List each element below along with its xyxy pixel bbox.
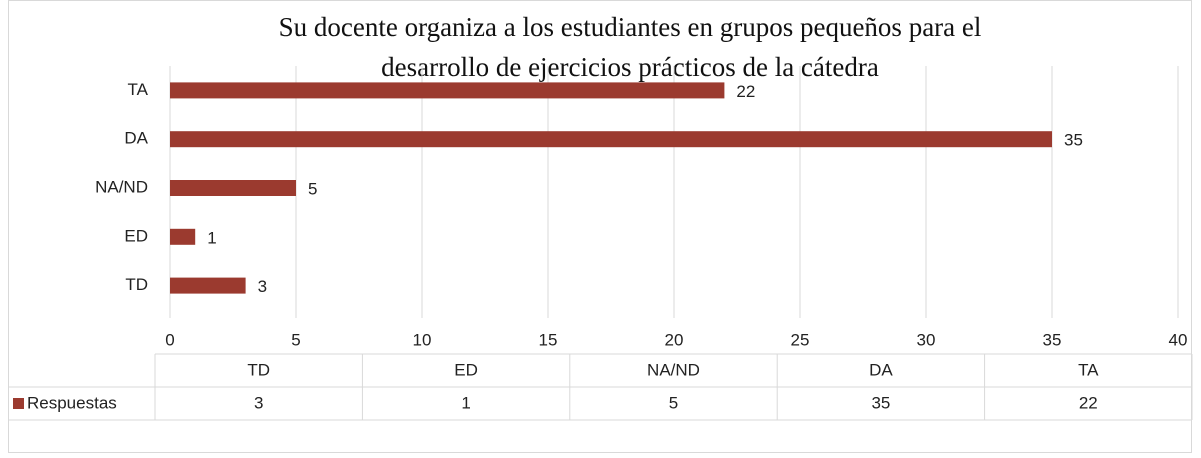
x-tick-label: 25 [791, 330, 810, 349]
y-tick-label: NA/ND [95, 177, 148, 196]
table-header: DA [869, 360, 893, 379]
table-value: 22 [1079, 393, 1098, 412]
table-value: 35 [871, 393, 890, 412]
table-value: 3 [254, 393, 263, 412]
x-tick-label: 5 [291, 330, 300, 349]
table-header: TD [247, 360, 270, 379]
x-tick-label: 10 [413, 330, 432, 349]
data-label: 22 [736, 82, 755, 101]
y-tick-label: TD [125, 275, 148, 294]
table-header: TA [1078, 360, 1099, 379]
table-header: NA/ND [647, 360, 700, 379]
data-label: 1 [207, 228, 216, 247]
bar [170, 277, 246, 294]
chart-title: desarrollo de ejercicios prácticos de la… [381, 52, 879, 82]
y-tick-label: DA [124, 129, 148, 148]
table-value: 5 [669, 393, 678, 412]
data-label: 5 [308, 179, 317, 198]
table-header: ED [454, 360, 478, 379]
bar [170, 131, 1052, 148]
y-tick-label: ED [124, 226, 148, 245]
legend-swatch [13, 398, 24, 409]
chart-title: Su docente organiza a los estudiantes en… [279, 12, 982, 42]
legend-label: Respuestas [27, 393, 117, 412]
x-tick-label: 20 [665, 330, 684, 349]
x-tick-label: 30 [917, 330, 936, 349]
data-label: 3 [258, 277, 267, 296]
x-tick-label: 40 [1169, 330, 1188, 349]
x-tick-label: 35 [1043, 330, 1062, 349]
table-value: 1 [461, 393, 470, 412]
x-tick-label: 0 [165, 330, 174, 349]
data-label: 35 [1064, 131, 1083, 150]
bar [170, 228, 196, 245]
bar [170, 180, 296, 196]
y-tick-label: TA [128, 80, 149, 99]
x-tick-label: 15 [539, 330, 558, 349]
bar [170, 82, 725, 99]
